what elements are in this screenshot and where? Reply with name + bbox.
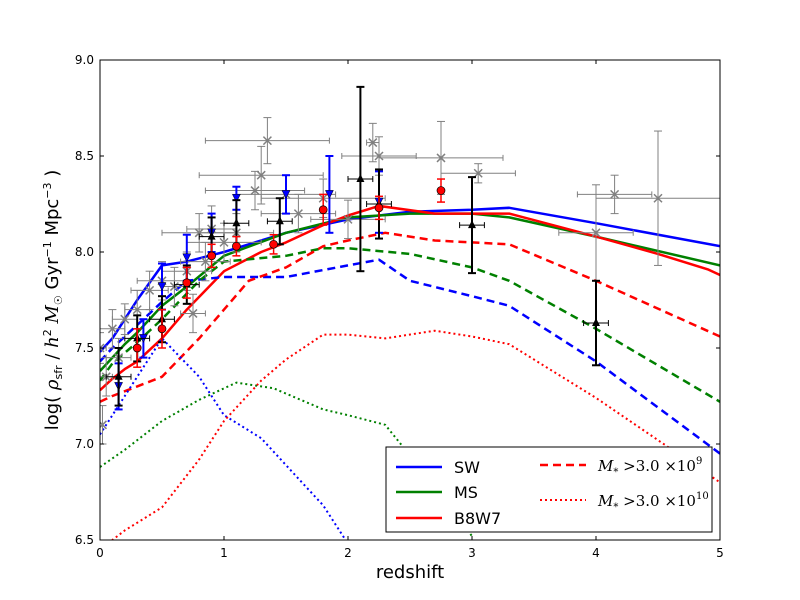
black-triangle-marker: [592, 318, 600, 327]
gray-x-marker: [610, 189, 620, 199]
gray-x-marker: [100, 343, 105, 353]
red-circle-marker: [269, 239, 278, 249]
black-triangle-marker: [468, 220, 476, 229]
red-circle-marker: [374, 203, 384, 213]
x-tick-label: 4: [592, 546, 600, 560]
observations-layer: [100, 85, 720, 445]
red-circle-marker: [436, 186, 446, 195]
legend-label-mstar-3e9: M* >3.0 ×109: [597, 456, 702, 478]
legend-label-mstar-3e10: M* >3.0 ×1010: [597, 491, 709, 513]
gray-x-marker: [200, 257, 210, 267]
black-triangle-marker: [114, 371, 123, 380]
gray-x-marker: [132, 305, 142, 315]
gray-x-marker: [262, 136, 272, 146]
red-circle-marker: [182, 278, 192, 288]
gray-x-marker: [219, 237, 229, 247]
red-circle-marker: [232, 241, 241, 251]
blue-down-triangle-marker: [324, 190, 334, 199]
gray-x-marker: [436, 153, 446, 163]
gray-x-marker: [145, 285, 155, 295]
series-line-b8w7-m-3e10: [110, 329, 720, 540]
series-line-ms-m-3e10: [100, 381, 473, 537]
black-triangle-marker: [232, 218, 241, 227]
legend-label-b8w7: B8W7: [454, 509, 501, 528]
legend: SW MS B8W7 M* >3.0 ×109 M* >3.0 ×1010: [385, 446, 713, 533]
gray-x-marker: [120, 314, 130, 324]
y-tick-label: 6.5: [75, 533, 94, 547]
y-axis-label: log( ρsfr / h2 M☉ Gyr−1 Mpc−3 ): [41, 170, 65, 431]
y-tick-label: 7.0: [75, 437, 94, 451]
gray-x-marker: [343, 214, 353, 224]
series-line-ms: [100, 212, 720, 372]
black-triangle-marker: [275, 216, 284, 225]
ticks-layer: 0 1 2 3 4 5 6.5 7.0 7.5 8.0 8.5 9.0: [75, 53, 724, 560]
gray-x-marker: [100, 420, 108, 430]
y-tick-label: 7.5: [75, 341, 94, 355]
gray-x-marker: [250, 186, 260, 196]
red-circle-marker: [132, 343, 142, 353]
red-circle-marker: [318, 205, 328, 215]
gray-x-marker: [107, 324, 117, 334]
y-tick-label: 8.5: [75, 149, 94, 163]
black-triangle-marker: [356, 174, 365, 183]
y-tick-label: 8.0: [75, 245, 94, 259]
x-tick-label: 3: [468, 546, 476, 560]
gray-x-marker: [256, 170, 266, 180]
y-tick-label: 9.0: [75, 53, 94, 67]
gray-x-marker: [473, 168, 483, 178]
series-line-sw-m-3e9: [100, 258, 720, 455]
red-circle-marker: [157, 324, 167, 334]
blue-down-triangle-marker: [231, 193, 241, 203]
series-line-sw-m-3e10: [100, 337, 347, 540]
legend-label-ms: MS: [454, 483, 478, 502]
gray-x-marker: [591, 228, 601, 238]
blue-down-triangle-marker: [182, 253, 192, 263]
series-line-b8w7-m-3e9: [100, 231, 720, 403]
red-circle-marker: [207, 251, 216, 261]
gray-x-marker: [653, 193, 663, 203]
blue-down-triangle-marker: [157, 282, 167, 292]
gray-x-marker: [293, 209, 303, 219]
black-triangle-marker: [207, 231, 216, 240]
x-axis-label: redshift: [376, 562, 444, 583]
blue-down-triangle-marker: [281, 190, 291, 199]
gray-x-marker: [368, 138, 378, 148]
x-tick-label: 5: [716, 546, 724, 560]
gray-x-marker: [188, 308, 198, 318]
x-tick-label: 2: [344, 546, 352, 560]
plot-frame: [99, 59, 721, 541]
legend-label-sw: SW: [454, 458, 480, 477]
x-tick-label: 0: [96, 546, 104, 560]
x-tick-label: 1: [220, 546, 228, 560]
